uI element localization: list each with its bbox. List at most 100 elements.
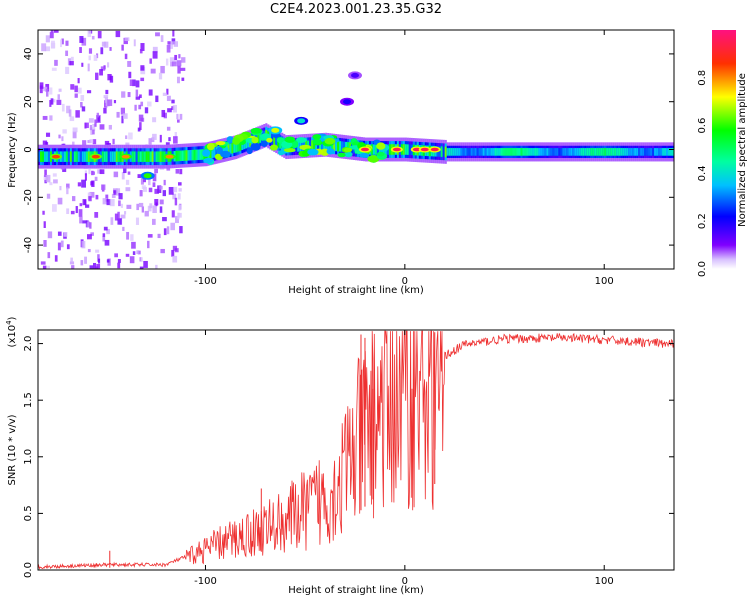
spectrogram-y-ticks: -40 -20 0 20 40 (23, 48, 674, 253)
noise-speck (65, 50, 69, 57)
y-tick-label: -40 (23, 237, 34, 253)
band-core (572, 148, 575, 156)
noise-speck (178, 204, 182, 211)
colorbar: 0.0 0.2 0.4 0.6 0.8 Normalized spectral ampl… (697, 30, 748, 277)
band-core (177, 150, 180, 162)
band-core (311, 140, 314, 151)
band-core (562, 148, 565, 156)
band-core (568, 148, 571, 156)
noise-speck (166, 95, 171, 102)
noise-speck (152, 182, 156, 188)
blob (307, 148, 319, 156)
band-core (552, 148, 555, 156)
noise-speck (179, 168, 183, 175)
noise-speck (84, 173, 87, 181)
noise-speck (112, 138, 115, 145)
noise-speck (52, 173, 57, 177)
noise-speck (118, 200, 121, 207)
noise-speck (160, 35, 164, 42)
band-core (638, 148, 641, 156)
band-core (646, 148, 649, 156)
noise-speck (79, 35, 84, 43)
noise-speck (171, 249, 175, 257)
band-core (73, 151, 76, 162)
noise-speck (121, 91, 126, 98)
noise-speck (138, 114, 144, 122)
noise-speck (49, 87, 53, 95)
band-core (574, 148, 577, 156)
band-core (103, 151, 106, 162)
noise-speck (172, 30, 175, 37)
band-core (245, 137, 248, 149)
noise-speck (92, 139, 97, 145)
band-core (654, 148, 657, 156)
noise-speck (79, 203, 83, 207)
noise-speck (135, 80, 140, 88)
noise-speck (81, 179, 86, 188)
noise-speck (94, 176, 98, 181)
y-tick-label: 1.0 (23, 449, 34, 465)
band-core (237, 141, 240, 152)
noise-speck (70, 56, 74, 62)
blob (283, 148, 296, 153)
band-core (87, 151, 90, 162)
band-core (588, 148, 591, 156)
noise-speck (62, 168, 67, 172)
band-core (337, 140, 340, 152)
noise-speck (108, 124, 112, 130)
band-core (528, 148, 531, 156)
spectrogram-y-axis-label: Frequency (Hz) (7, 112, 18, 188)
noise-speck (125, 179, 130, 185)
noise-speck (179, 226, 183, 234)
noise-speck (172, 61, 177, 67)
band-core (518, 148, 521, 156)
band-core (530, 148, 533, 156)
band-core (211, 147, 214, 159)
noise-speck (40, 261, 46, 265)
noise-speck (116, 111, 120, 118)
noise-speck (47, 252, 51, 259)
noise-speck (166, 226, 170, 235)
band-core (458, 148, 461, 156)
feature-marker (297, 118, 306, 124)
noise-speck (98, 258, 101, 264)
band-core (510, 148, 513, 156)
band-core (602, 148, 605, 156)
band-core (319, 139, 322, 151)
noise-speck (51, 67, 57, 71)
noise-speck (65, 66, 70, 74)
band-core (662, 148, 665, 156)
noise-speck (158, 72, 163, 80)
noise-speck (95, 194, 99, 200)
noise-speck (52, 204, 57, 212)
noise-speck (61, 103, 65, 112)
band-core (620, 148, 623, 156)
band-core (486, 148, 489, 156)
blob (295, 137, 307, 143)
noise-speck (80, 260, 84, 266)
noise-speck (94, 119, 97, 127)
band-core (406, 144, 409, 155)
figure-title: C2E4.2023.001.23.35.G32 (269, 2, 443, 17)
noise-speck (149, 58, 152, 64)
band-core (642, 148, 645, 156)
noise-speck (70, 84, 75, 90)
noise-speck (140, 77, 145, 82)
band-core (45, 151, 49, 162)
noise-speck (140, 65, 145, 71)
noise-speck (138, 202, 144, 208)
snr-y-axis-label: SNR (10 * v/v) (7, 414, 18, 485)
snr-panel: -100 0 100 0.0 0.5 1.0 1.5 2.0 Height of strai… (5, 316, 675, 596)
noise-speck (173, 41, 179, 47)
noise-speck (177, 212, 182, 218)
band-core (446, 148, 449, 156)
noise-speck (175, 215, 179, 224)
noise-speck (107, 99, 113, 106)
noise-speck (86, 90, 92, 94)
band-core (107, 151, 110, 162)
band-core (466, 148, 469, 156)
noise-speck (143, 260, 148, 268)
noise-speck (152, 46, 158, 53)
band-core (442, 146, 445, 158)
noise-speck (81, 62, 84, 67)
